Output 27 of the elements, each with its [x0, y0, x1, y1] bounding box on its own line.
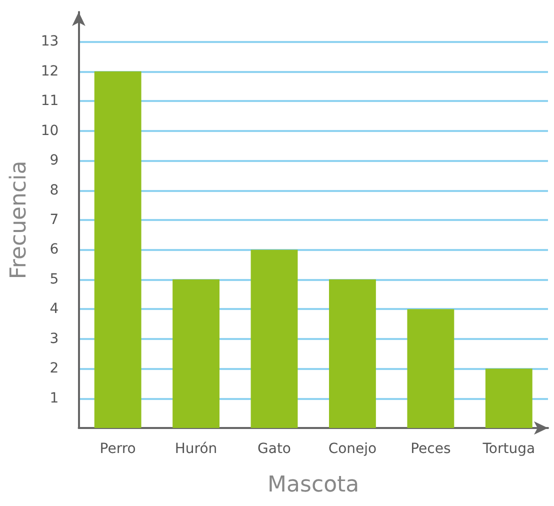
y-tick-label: 9	[50, 152, 59, 169]
y-tick-label: 4	[50, 301, 59, 318]
bar	[329, 279, 376, 428]
bar	[172, 279, 220, 428]
x-axis-title: Mascota	[268, 472, 360, 498]
y-tick-label: 2	[50, 360, 59, 377]
y-tick-label: 6	[50, 242, 59, 258]
y-tick-label: 1	[50, 390, 59, 406]
bar	[250, 250, 298, 428]
y-tick-label: 11	[40, 93, 59, 110]
x-tick-label: Gato	[258, 441, 291, 457]
x-tick-label: Peces	[410, 441, 451, 457]
bar	[485, 368, 532, 428]
y-axis-title: Frecuencia	[6, 160, 32, 280]
y-tick-label: 13	[40, 34, 59, 50]
bar	[94, 71, 142, 428]
x-tick-label: Conejo	[328, 441, 377, 457]
y-tick-label: 10	[40, 122, 59, 139]
y-tick-label: 7	[50, 212, 59, 228]
y-tick-label: 8	[50, 182, 59, 198]
bar	[407, 309, 454, 428]
y-tick-label: 3	[50, 330, 59, 347]
x-tick-label: Perro	[100, 441, 136, 457]
y-tick-label: 12	[40, 63, 59, 80]
x-tick-label: Tortuga	[482, 441, 536, 457]
y-tick-label: 5	[50, 271, 59, 288]
x-tick-label: Hurón	[174, 441, 218, 457]
